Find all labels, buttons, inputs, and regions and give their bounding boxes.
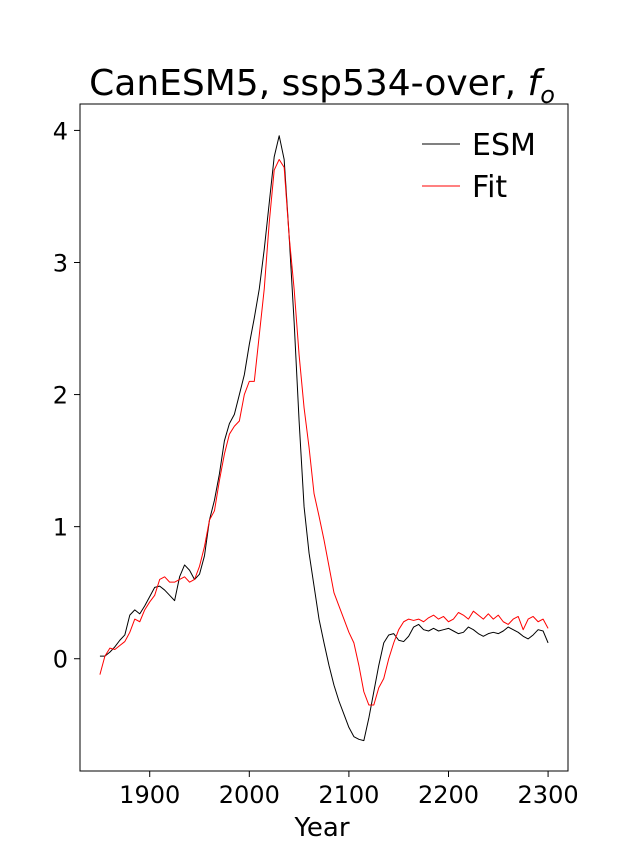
series-layer [99,135,549,742]
chart-title-subscript: o [540,81,555,109]
x-tick-label: 2200 [418,781,479,809]
x-tick-label: 1900 [119,781,180,809]
series-line-esm [99,135,549,742]
y-tick-label: 3 [53,249,68,277]
x-tick-label: 2000 [219,781,280,809]
legend: ESM Fit [422,128,536,205]
legend-label-fit: Fit [472,170,507,205]
chart-title: CanESM5, ssp534-over, fo [89,63,555,109]
x-tick-label: 2100 [318,781,379,809]
y-tick-label: 2 [53,382,68,410]
x-axis: 1900 2000 2100 2200 2300 [119,771,579,809]
chart-title-text: CanESM5, ssp534-over, [89,63,527,104]
y-tick-label: 1 [53,514,68,542]
x-axis-label: Year [293,813,349,843]
y-tick-label: 0 [53,646,68,674]
y-axis: 0 1 2 3 4 [53,117,80,674]
series-line-fit [99,158,549,706]
x-tick-label: 2300 [518,781,579,809]
legend-label-esm: ESM [472,128,536,163]
plot-area [79,103,569,772]
y-tick-label: 4 [53,117,68,145]
